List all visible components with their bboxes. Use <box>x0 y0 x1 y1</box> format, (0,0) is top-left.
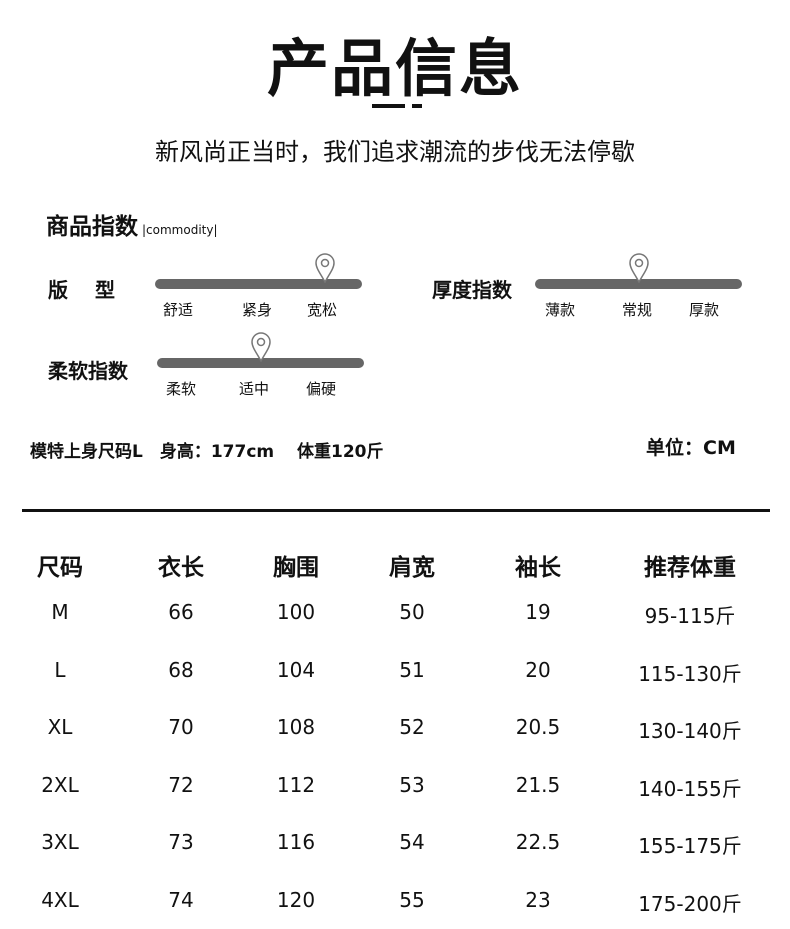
index-label: 柔软指数 <box>48 359 128 383</box>
table-cell: 66 <box>168 600 194 624</box>
table-cell: 72 <box>168 772 194 797</box>
table-header: 推荐体重 <box>644 555 736 581</box>
table-cell: 20.5 <box>515 715 561 740</box>
title-divider <box>372 104 405 108</box>
unit-label: 单位：CM <box>646 437 736 459</box>
table-cell: 73 <box>168 830 194 855</box>
table-cell: 22.5 <box>515 830 561 855</box>
section-title-text: 商品指数 <box>46 214 138 240</box>
table-cell: 70 <box>168 715 194 740</box>
index-tick-label: 紧身 <box>242 301 273 319</box>
table-cell: 21.5 <box>515 772 561 797</box>
index-label: 厚度指数 <box>432 278 512 302</box>
table-cell: 50 <box>399 600 425 624</box>
model-info: 模特上身尺码L 身高：177cm 体重120斤 <box>30 442 384 462</box>
table-cell: 51 <box>399 657 425 682</box>
section-title: 商品指数 |commodity| <box>46 207 218 241</box>
index-bar <box>155 279 362 289</box>
table-cell: 53 <box>399 772 425 797</box>
index-tick-label: 厚款 <box>689 301 720 319</box>
table-cell: 2XL <box>41 772 79 797</box>
index-tick-label: 常规 <box>622 301 653 319</box>
index-tick-label: 舒适 <box>163 301 194 319</box>
table-cell: 19 <box>525 600 551 624</box>
subtitle: 新风尚正当时，我们追求潮流的步伐无法停歇 <box>155 138 635 166</box>
table-cell: 23 <box>525 888 551 912</box>
location-pin-icon <box>628 253 650 284</box>
location-pin-icon <box>314 253 336 284</box>
table-header: 衣长 <box>158 555 204 581</box>
table-cell: 112 <box>276 772 316 797</box>
index-tick-label: 宽松 <box>307 301 338 319</box>
table-cell: 100 <box>276 600 316 624</box>
table-cell: L <box>54 657 66 682</box>
table-cell: 104 <box>276 657 316 682</box>
table-cell: 3XL <box>41 830 79 855</box>
title-divider-short <box>412 104 422 108</box>
index-label: 版 型 <box>48 278 115 302</box>
table-divider <box>22 509 770 512</box>
index-tick-label: 偏硬 <box>306 380 337 398</box>
table-cell: M <box>51 600 69 624</box>
table-cell: 108 <box>276 715 316 740</box>
table-cell: 155-175斤 <box>638 834 742 859</box>
index-tick-label: 薄款 <box>545 301 576 319</box>
index-tick-label: 柔软 <box>166 380 197 398</box>
section-tag: |commodity| <box>142 223 218 237</box>
table-cell: 55 <box>399 888 425 912</box>
table-cell: 115-130斤 <box>638 661 742 686</box>
table-header: 尺码 <box>37 555 83 581</box>
table-cell: 4XL <box>41 888 79 912</box>
table-cell: 74 <box>168 888 194 912</box>
table-cell: 20 <box>525 657 551 682</box>
table-header: 胸围 <box>273 555 319 581</box>
page-title: 产品信息 <box>266 32 523 105</box>
table-cell: 130-140斤 <box>638 719 742 744</box>
table-header: 肩宽 <box>389 555 435 581</box>
table-cell: 116 <box>276 830 316 855</box>
table-cell: 95-115斤 <box>644 604 736 628</box>
table-cell: 120 <box>276 888 316 912</box>
table-header: 袖长 <box>515 555 561 581</box>
table-cell: 68 <box>168 657 194 682</box>
location-pin-icon <box>250 332 272 363</box>
index-bar <box>157 358 364 368</box>
table-cell: XL <box>47 715 73 740</box>
index-tick-label: 适中 <box>239 380 270 398</box>
table-cell: 54 <box>399 830 425 855</box>
table-cell: 175-200斤 <box>638 892 742 916</box>
table-cell: 140-155斤 <box>638 776 742 801</box>
table-cell: 52 <box>399 715 425 740</box>
index-bar <box>535 279 742 289</box>
